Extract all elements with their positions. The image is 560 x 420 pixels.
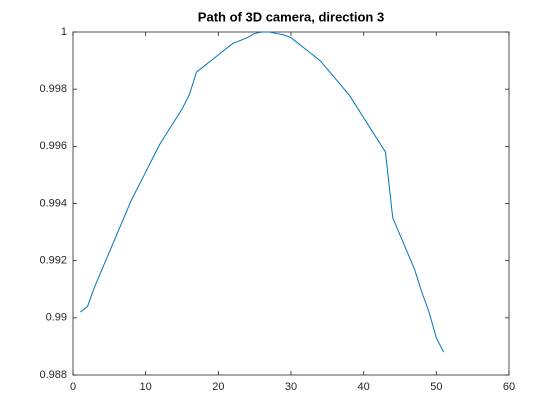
y-tick-label: 0.996	[39, 140, 67, 152]
x-tick-label: 20	[212, 381, 224, 393]
y-tick-label: 0.988	[39, 369, 67, 381]
data-line	[79, 31, 445, 353]
y-tick-label: 0.998	[39, 83, 67, 95]
x-tick-label: 0	[70, 381, 76, 393]
y-tick-label: 0.99	[46, 312, 67, 324]
x-tick-label: 10	[140, 381, 152, 393]
x-tick-label: 60	[503, 381, 515, 393]
x-tick-label: 30	[285, 381, 297, 393]
y-tick-label: 0.994	[39, 197, 67, 209]
x-tick-label: 40	[358, 381, 370, 393]
plot-area	[72, 31, 510, 376]
x-tick-label: 50	[430, 381, 442, 393]
y-tick-label: 1	[61, 26, 67, 38]
chart-title: Path of 3D camera, direction 3	[198, 9, 384, 24]
y-tick-label: 0.992	[39, 255, 67, 267]
